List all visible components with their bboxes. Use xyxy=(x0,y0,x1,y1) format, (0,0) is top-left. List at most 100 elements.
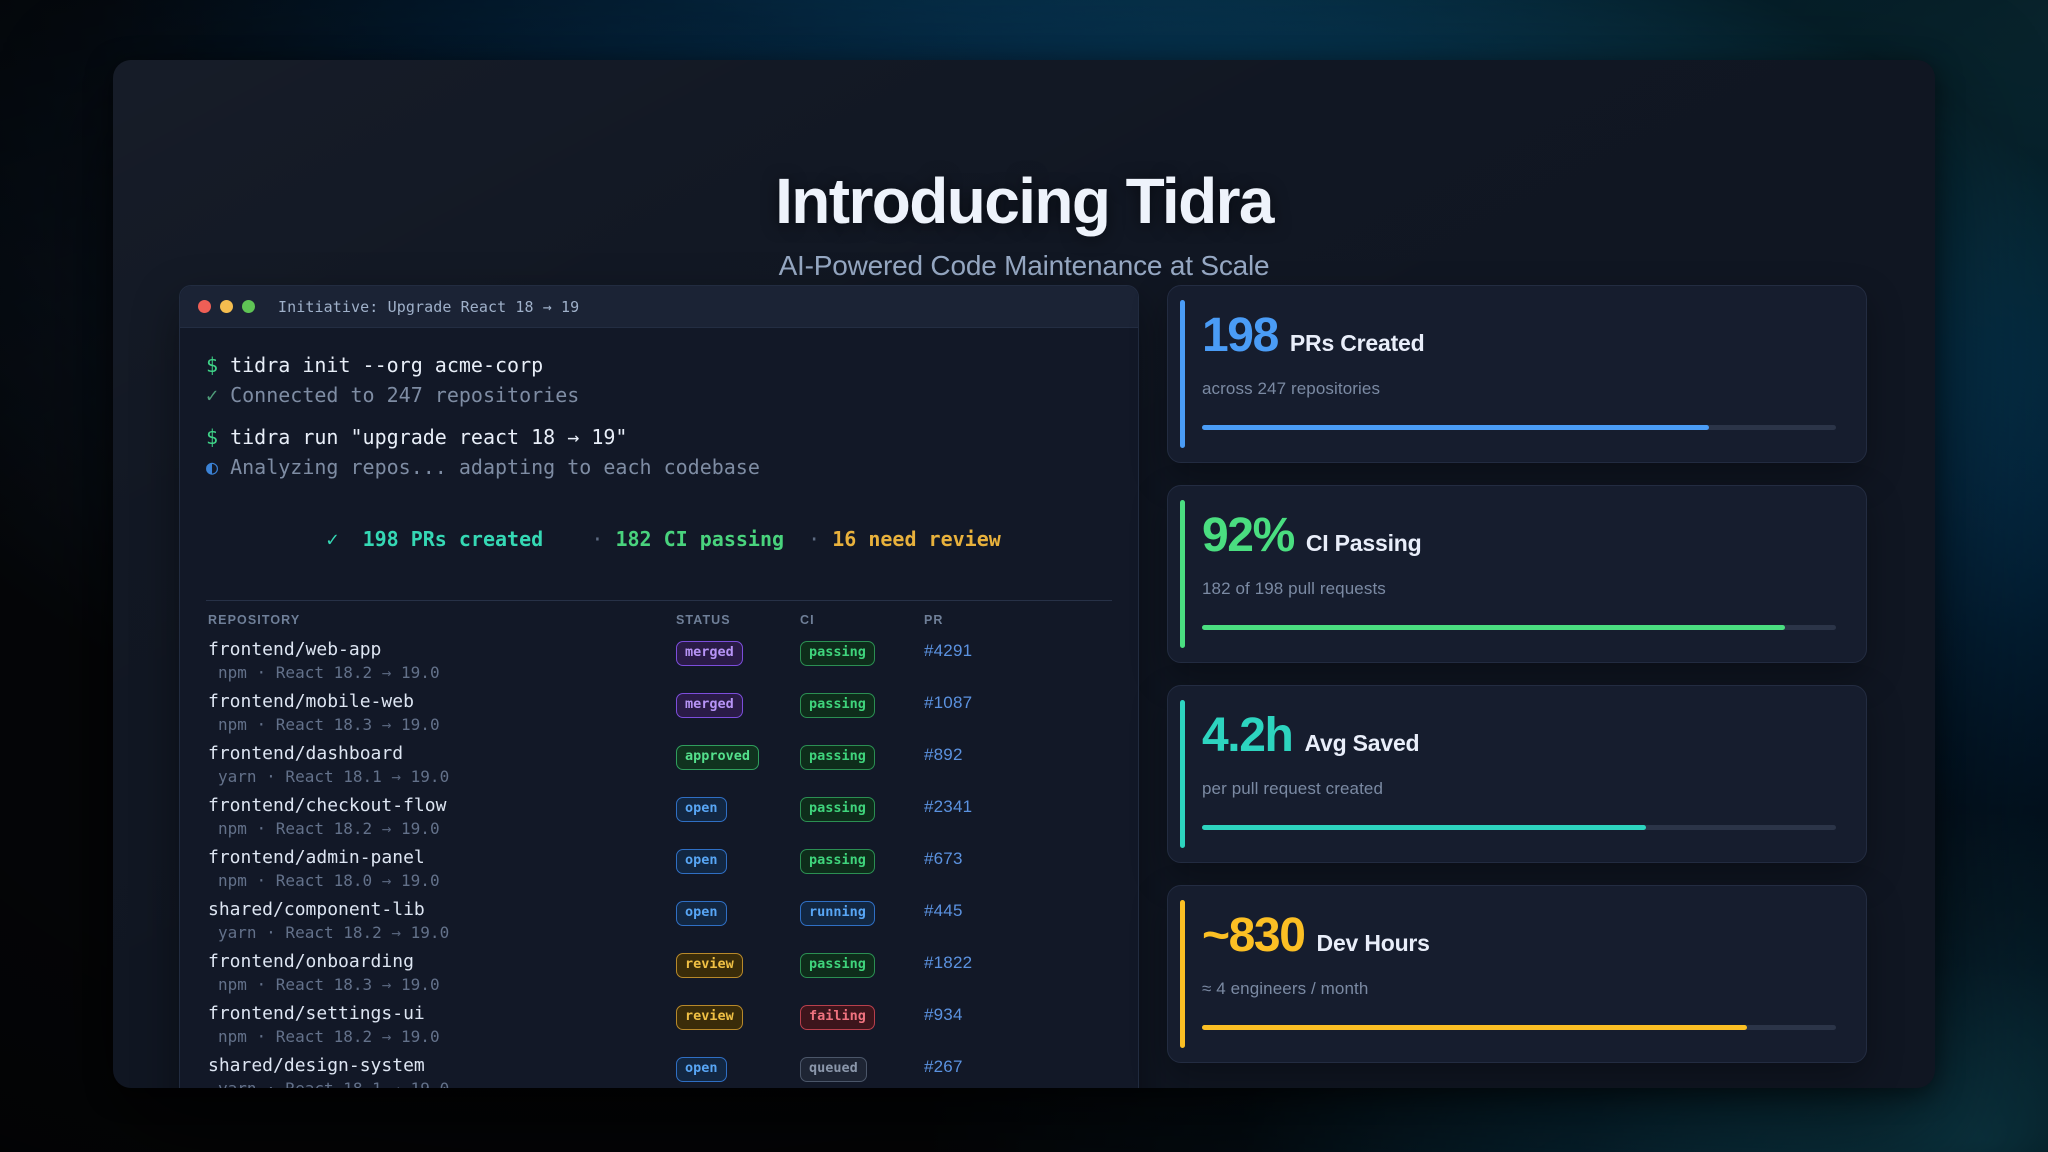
card-heading: 4.2h Avg Saved xyxy=(1202,712,1836,760)
status-badge[interactable]: merged xyxy=(676,641,743,666)
ci-badge[interactable]: passing xyxy=(800,797,875,822)
card-heading: 198 PRs Created xyxy=(1202,312,1836,360)
table-row[interactable]: shared/design-systemyarn · React 18.1 → … xyxy=(206,1051,1112,1088)
repository-version-info: npm · React 18.3 → 19.0 xyxy=(218,715,440,734)
page-subtitle: AI-Powered Code Maintenance at Scale xyxy=(778,250,1270,281)
arrow-icon: → xyxy=(381,819,392,838)
card-accent-bar xyxy=(1180,900,1185,1048)
table-row[interactable]: frontend/admin-panel npm · React 18.0 → 1… xyxy=(206,843,1112,895)
repository-name[interactable]: frontend/web-app xyxy=(208,639,382,660)
repository-name[interactable]: frontend/onboarding xyxy=(208,951,414,972)
column-header-ci: CI xyxy=(800,613,815,627)
status-cell: open xyxy=(676,846,800,874)
pr-link[interactable]: #2341 xyxy=(924,797,973,816)
ci-badge[interactable]: passing xyxy=(800,745,875,770)
repository-cell: frontend/settings-ui npm · React 18.2 → 1… xyxy=(208,1002,676,1048)
table-row[interactable]: frontend/web-app npm · React 18.2 → 19.0 m… xyxy=(206,635,1112,687)
table-row[interactable]: frontend/settings-ui npm · React 18.2 → 1… xyxy=(206,999,1112,1051)
repository-version-info: yarn · React 18.1 → 19.0 xyxy=(218,767,450,786)
table-divider xyxy=(206,600,1112,601)
status-cell: merged xyxy=(676,638,800,666)
ci-badge[interactable]: passing xyxy=(800,693,875,718)
card-heading: ~830 Dev Hours xyxy=(1202,912,1836,960)
repository-name[interactable]: shared/design-system xyxy=(208,1055,425,1076)
table-row[interactable]: shared/component-lib yarn · React 18.2 → … xyxy=(206,895,1112,947)
stat-label: CI Passing xyxy=(1305,530,1422,556)
summary-marker-icon: ✓ xyxy=(326,527,339,551)
status-badge[interactable]: review xyxy=(676,1005,743,1030)
terminal-output: $ tidra init --org acme-corp ✓ Connected … xyxy=(206,350,1112,494)
status-cell: open xyxy=(676,1054,800,1082)
status-cell: review xyxy=(676,950,800,978)
stat-label: Avg Saved xyxy=(1304,730,1420,756)
status-badge[interactable]: open xyxy=(676,797,727,822)
table-row[interactable]: frontend/mobile-web npm · React 18.3 → 19… xyxy=(206,687,1112,739)
pr-link[interactable]: #1087 xyxy=(924,693,973,712)
close-dot-icon[interactable] xyxy=(198,300,211,313)
repository-name[interactable]: frontend/mobile-web xyxy=(208,691,414,712)
minimize-dot-icon[interactable] xyxy=(220,300,233,313)
prompt-symbol: $ xyxy=(206,353,219,377)
ci-cell: passing xyxy=(800,690,924,718)
arrow-icon: → xyxy=(381,871,392,890)
ci-badge[interactable]: passing xyxy=(800,953,875,978)
ci-badge[interactable]: failing xyxy=(800,1005,875,1030)
status-badge[interactable]: open xyxy=(676,1057,727,1082)
ci-cell: passing xyxy=(800,950,924,978)
pr-link[interactable]: #934 xyxy=(924,1005,963,1024)
stat-label: Dev Hours xyxy=(1316,930,1430,956)
repository-name[interactable]: frontend/settings-ui xyxy=(208,1003,425,1024)
arrow-icon: → xyxy=(391,767,402,786)
repository-name[interactable]: shared/component-lib xyxy=(208,899,425,920)
summary-separator-2: · xyxy=(808,527,821,551)
pr-link[interactable]: #892 xyxy=(924,745,963,764)
repository-name[interactable]: frontend/checkout-flow xyxy=(208,795,447,816)
stat-subtext: 182 of 198 pull requests xyxy=(1202,579,1386,598)
maximize-dot-icon[interactable] xyxy=(242,300,255,313)
ci-cell: passing xyxy=(800,742,924,770)
terminal-output-line: ◐ Analyzing repos... adapting to each co… xyxy=(206,455,760,479)
progress-fill xyxy=(1202,825,1646,830)
status-badge[interactable]: open xyxy=(676,901,727,926)
card-accent-bar xyxy=(1180,700,1185,848)
pr-link[interactable]: #673 xyxy=(924,849,963,868)
summary-primary: 198 PRs created xyxy=(362,527,544,551)
pr-link[interactable]: #4291 xyxy=(924,641,973,660)
ci-badge[interactable]: passing xyxy=(800,641,875,666)
pr-link[interactable]: #1822 xyxy=(924,953,973,972)
repository-name[interactable]: frontend/admin-panel xyxy=(208,847,425,868)
repository-name[interactable]: frontend/dashboard xyxy=(208,743,404,764)
arrow-icon: → xyxy=(381,1027,392,1046)
ci-badge[interactable]: passing xyxy=(800,849,875,874)
ci-cell: failing xyxy=(800,1002,924,1030)
card-accent-bar xyxy=(1180,300,1185,448)
table-row[interactable]: frontend/checkout-flow npm · React 18.2 →… xyxy=(206,791,1112,843)
repository-version-info: npm · React 18.2 → 19.0 xyxy=(218,663,440,682)
progress-fill xyxy=(1202,425,1710,430)
stat-card: ~830 Dev Hours ≈ 4 engineers / month xyxy=(1167,885,1867,1063)
status-badge[interactable]: review xyxy=(676,953,743,978)
stat-card: 92% CI Passing 182 of 198 pull requests xyxy=(1167,485,1867,663)
arrow-icon: → xyxy=(391,1079,401,1088)
ci-badge[interactable]: running xyxy=(800,901,875,926)
ci-badge[interactable]: queued xyxy=(800,1057,867,1082)
progress-track xyxy=(1202,1025,1836,1030)
ci-cell: passing xyxy=(800,638,924,666)
pr-link[interactable]: #445 xyxy=(924,901,963,920)
status-badge[interactable]: merged xyxy=(676,693,743,718)
terminal-output-line: ✓ Connected to 247 repositories xyxy=(206,383,580,407)
table-row[interactable]: frontend/onboarding npm · React 18.3 → 19… xyxy=(206,947,1112,999)
status-cell: open xyxy=(676,898,800,926)
status-badge[interactable]: open xyxy=(676,849,727,874)
stat-subtext: per pull request created xyxy=(1202,779,1384,798)
terminal-body: $ tidra init --org acme-corp ✓ Connected … xyxy=(180,328,1138,1088)
pr-link[interactable]: #267 xyxy=(924,1057,963,1076)
ci-cell: running xyxy=(800,898,924,926)
line-gap xyxy=(206,482,1112,494)
table-row[interactable]: frontend/dashboard yarn · React 18.1 → 19… xyxy=(206,739,1112,791)
status-badge[interactable]: approved xyxy=(676,745,760,770)
terminal-window: Initiative: Upgrade React 18 → 19 $ tidr… xyxy=(179,285,1139,1088)
repository-cell: shared/design-systemyarn · React 18.1 → … xyxy=(208,1054,676,1088)
summary-tertiary: 16 need review xyxy=(832,527,1001,551)
repository-cell: frontend/onboarding npm · React 18.3 → 19… xyxy=(208,950,676,996)
